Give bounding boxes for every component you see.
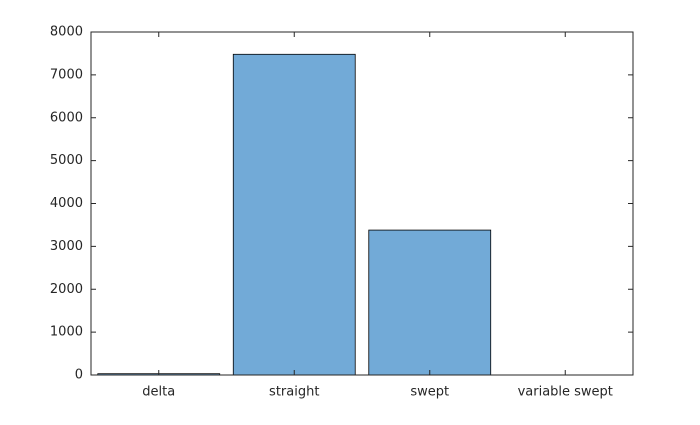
bar bbox=[368, 229, 492, 376]
x-tick-label: straight bbox=[269, 385, 319, 400]
bar bbox=[232, 53, 356, 376]
x-tick-label: delta bbox=[142, 385, 175, 400]
y-tick-label: 8000 bbox=[50, 25, 83, 40]
x-tick-label: swept bbox=[410, 385, 449, 400]
y-tick-label: 5000 bbox=[50, 153, 83, 168]
y-tick-label: 4000 bbox=[50, 196, 83, 211]
y-tick-label: 1000 bbox=[50, 325, 83, 340]
plot-frame bbox=[90, 31, 634, 376]
x-tick-label: variable swept bbox=[518, 385, 613, 400]
y-tick-label: 6000 bbox=[50, 110, 83, 125]
y-tick-label: 2000 bbox=[50, 282, 83, 297]
y-tick-label: 0 bbox=[75, 368, 83, 383]
y-tick-label: 3000 bbox=[50, 239, 83, 254]
y-tick-label: 7000 bbox=[50, 67, 83, 82]
